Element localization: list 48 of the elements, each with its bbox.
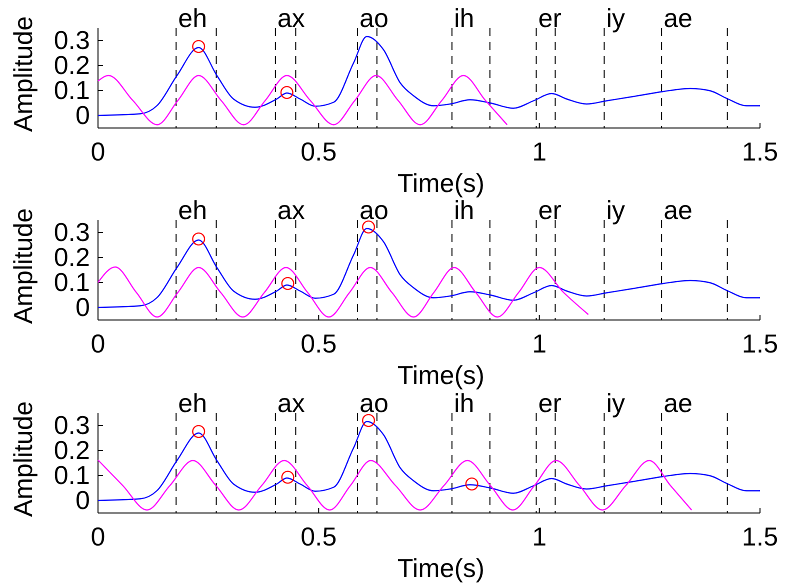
point bbox=[281, 276, 294, 290]
ref-line-label: eh bbox=[178, 388, 208, 418]
x-tick-label: 0.5 bbox=[300, 521, 337, 552]
x-tick-label: 0.5 bbox=[300, 136, 337, 166]
ref-line-label: iy bbox=[606, 3, 625, 33]
ref-line-label: ax bbox=[277, 195, 305, 225]
ref-line-label: ao bbox=[360, 3, 388, 33]
ref-line-label: ae bbox=[664, 388, 693, 418]
ref-line-label: ih bbox=[454, 388, 474, 418]
x-tick-label: 1.5 bbox=[742, 521, 778, 552]
x-tick-label: 1.5 bbox=[742, 328, 778, 358]
ref-line-label: ih bbox=[454, 3, 474, 33]
ref-line-label: ax bbox=[277, 388, 305, 418]
point bbox=[362, 220, 376, 234]
y-axis-title: Amplitude bbox=[8, 208, 38, 324]
x-tick-label: 1 bbox=[532, 328, 547, 358]
point bbox=[362, 414, 376, 428]
ref-line-label: er bbox=[538, 195, 562, 225]
line-series bbox=[97, 266, 589, 318]
x-axis-title: Time(s) bbox=[397, 553, 485, 583]
x-tick-label: 0.5 bbox=[300, 328, 337, 358]
y-axis-title: Amplitude bbox=[8, 16, 38, 132]
x-tick-label: 1 bbox=[532, 521, 547, 552]
x-axis-title: Time(s) bbox=[397, 168, 485, 198]
x-axis-title: Time(s) bbox=[397, 360, 485, 390]
line-series bbox=[97, 228, 761, 308]
ref-line-label: ae bbox=[664, 3, 693, 33]
point bbox=[192, 424, 206, 438]
ref-line-label: iy bbox=[606, 388, 625, 418]
line-series bbox=[97, 74, 508, 126]
x-tick-label: 1.5 bbox=[742, 136, 778, 166]
ref-line-label: er bbox=[538, 388, 562, 418]
point bbox=[281, 470, 294, 484]
point bbox=[465, 477, 478, 491]
ref-line-label: iy bbox=[606, 195, 625, 225]
line-series bbox=[97, 36, 761, 116]
ref-line-label: er bbox=[538, 3, 562, 33]
point bbox=[192, 232, 206, 246]
ref-line-label: eh bbox=[178, 3, 208, 33]
ref-line-label: ao bbox=[360, 388, 388, 418]
ref-line-label: ae bbox=[664, 195, 693, 225]
line-series bbox=[97, 420, 761, 502]
x-tick-label: 1 bbox=[532, 136, 547, 166]
line-series bbox=[97, 459, 692, 511]
ref-line-label: ax bbox=[277, 3, 305, 33]
ref-line-label: eh bbox=[178, 195, 208, 225]
y-axis-title: Amplitude bbox=[8, 401, 38, 517]
ref-line-label: ao bbox=[360, 195, 388, 225]
